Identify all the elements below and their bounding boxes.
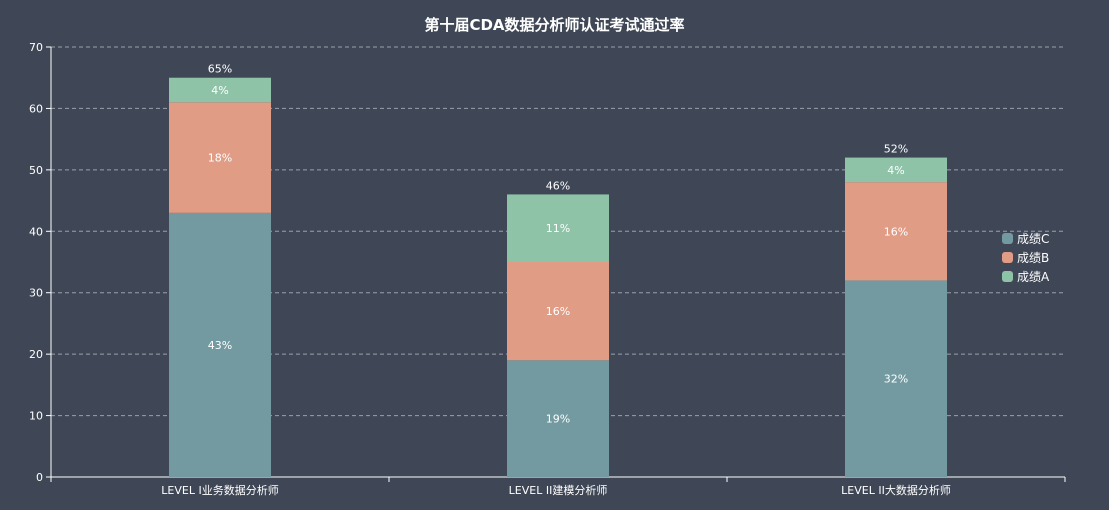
y-tick-label: 20 — [29, 348, 43, 361]
bar-segment — [169, 77, 271, 103]
y-tick-label: 30 — [29, 287, 43, 300]
bar-segment — [169, 212, 271, 477]
x-tick-label: LEVEL I业务数据分析师 — [161, 483, 278, 497]
bar-value-label: 43% — [208, 339, 232, 352]
bar-total-label: 46% — [546, 179, 570, 192]
bar-segment — [845, 280, 947, 477]
bar-value-label: 18% — [208, 152, 232, 165]
bar-segment — [845, 182, 947, 281]
legend-swatch-b — [1002, 252, 1013, 263]
legend-item-c[interactable]: 成绩C — [1002, 229, 1049, 248]
bar-value-label: 4% — [211, 84, 228, 97]
bar-value-label: 32% — [884, 373, 908, 386]
bar-total-label: 65% — [208, 63, 232, 76]
x-tick-label: LEVEL II大数据分析师 — [841, 483, 951, 497]
bar-segment — [169, 102, 271, 213]
y-tick-label: 40 — [29, 225, 43, 238]
legend-label-c: 成绩C — [1017, 232, 1050, 246]
y-tick-label: 70 — [29, 41, 43, 54]
bar-segment — [507, 360, 609, 477]
legend-item-b[interactable]: 成绩B — [1002, 248, 1049, 267]
legend-item-a[interactable]: 成绩A — [1002, 267, 1049, 286]
legend: 成绩C 成绩B 成绩A — [1002, 229, 1049, 286]
bar-segment — [845, 157, 947, 183]
bar-segment — [507, 194, 609, 262]
y-tick-label: 10 — [29, 410, 43, 423]
bar-value-label: 11% — [546, 222, 570, 235]
chart-title: 第十届CDA数据分析师认证考试通过率 — [424, 16, 685, 34]
y-tick-label: 60 — [29, 102, 43, 115]
y-tick-label: 0 — [36, 471, 43, 484]
bar-value-label: 16% — [884, 225, 908, 238]
bar-segment — [507, 262, 609, 361]
legend-swatch-a — [1002, 271, 1013, 282]
legend-swatch-c — [1002, 233, 1013, 244]
y-tick-label: 50 — [29, 164, 43, 177]
bar-value-label: 19% — [546, 413, 570, 426]
legend-label-b: 成绩B — [1017, 251, 1050, 265]
bar-value-label: 16% — [546, 305, 570, 318]
bar-total-label: 52% — [884, 143, 908, 156]
legend-label-a: 成绩A — [1017, 270, 1050, 284]
x-tick-label: LEVEL II建模分析师 — [509, 483, 608, 497]
bar-value-label: 4% — [887, 164, 904, 177]
